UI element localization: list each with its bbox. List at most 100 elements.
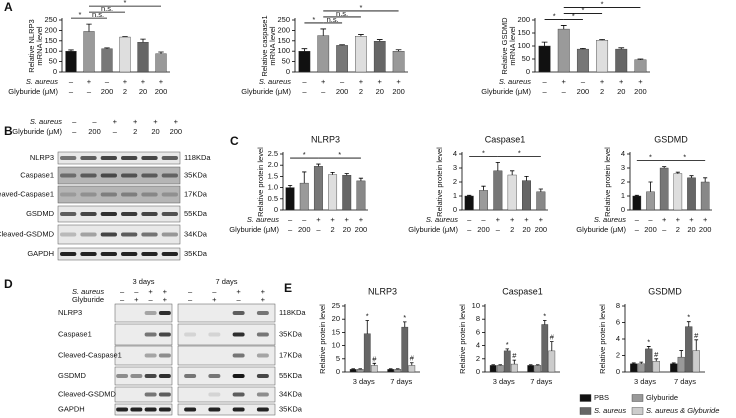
legend-label: S. aureus & Glyburide <box>646 406 719 415</box>
error-bar <box>467 194 472 196</box>
significance-label: * <box>518 148 521 157</box>
row-value: + <box>378 77 383 86</box>
row-value: 2 <box>330 225 334 234</box>
row-value: 200 <box>477 225 490 234</box>
bar <box>119 36 131 73</box>
y-axis-label: mRNA level <box>35 26 44 66</box>
row-value: 2 <box>359 87 363 96</box>
row-value: + <box>638 77 643 86</box>
row-value: 200 <box>336 87 349 96</box>
row-label: NLRP3 <box>58 308 82 317</box>
bar <box>137 42 149 73</box>
bar <box>356 180 366 211</box>
y-tick-label: 250 <box>44 15 57 24</box>
error-bar <box>686 321 691 327</box>
error-bar <box>510 170 515 175</box>
data-label: # <box>410 354 415 363</box>
bar <box>298 51 311 73</box>
row-value: 2 <box>676 225 680 234</box>
row-value: – <box>635 225 640 234</box>
row-label: S. aureus <box>259 77 291 86</box>
legend-swatch <box>579 407 592 415</box>
band <box>80 156 97 160</box>
y-tick-label: 150 <box>44 36 57 45</box>
bar <box>670 363 678 373</box>
band <box>121 212 138 216</box>
header-value: + <box>134 295 139 304</box>
x-tick-label: 3 days <box>634 377 656 386</box>
bar <box>630 363 638 373</box>
error-bar <box>703 177 708 182</box>
band <box>141 192 158 197</box>
row-value: – <box>302 215 307 224</box>
row-value: + <box>396 77 401 86</box>
significance-label: n.s. <box>92 10 104 19</box>
bar <box>673 173 683 211</box>
panel-letter: D <box>4 277 13 291</box>
row-value: – <box>340 77 345 86</box>
bar <box>645 348 653 373</box>
row-value: – <box>635 215 640 224</box>
row-value: 200 <box>644 225 657 234</box>
band <box>60 212 77 216</box>
bar <box>285 187 295 211</box>
bar <box>401 326 409 373</box>
bar <box>363 333 371 373</box>
error-bar <box>580 47 586 50</box>
legend-swatch <box>631 394 644 402</box>
bar <box>356 369 364 373</box>
row-label: Glyburide (μM) <box>229 225 279 234</box>
band <box>141 156 158 160</box>
y-axis-label: Relative NLRP3 <box>27 19 36 72</box>
header-value: + <box>148 287 153 296</box>
header-value: – <box>92 117 97 126</box>
y-tick-label: 3 <box>453 163 457 172</box>
row-value: – <box>562 87 567 96</box>
y-tick-label: 0 <box>476 367 480 376</box>
bar <box>392 51 405 73</box>
band <box>130 374 143 378</box>
band <box>232 407 245 412</box>
header-value: – <box>72 127 77 136</box>
band <box>116 374 129 378</box>
row-value: – <box>542 77 547 86</box>
error-bar <box>535 364 540 366</box>
band <box>141 232 158 237</box>
bar <box>496 365 504 373</box>
legend-label: Glyburide <box>646 393 678 402</box>
y-tick-label: 6 <box>476 327 480 336</box>
row-value: 200 <box>101 87 114 96</box>
band <box>60 252 77 256</box>
blot-strip <box>114 303 173 323</box>
band <box>256 332 269 337</box>
row-label: S. aureus <box>247 215 279 224</box>
band <box>158 311 171 315</box>
row-value: 2 <box>123 87 127 96</box>
row-label: S. aureus <box>499 77 531 86</box>
row-label: Glyburide (μM) <box>481 87 531 96</box>
row-label: Cleaved-Caspase1 <box>58 350 122 359</box>
data-label: # <box>372 354 377 363</box>
row-value: 2 <box>510 225 514 234</box>
band <box>256 353 269 358</box>
bar <box>687 177 696 211</box>
row-label: Cleaved-GSDMD <box>0 229 55 238</box>
row-value: + <box>676 215 681 224</box>
error-bar <box>646 346 651 349</box>
y-axis-label: Relative caspase1 <box>260 15 269 76</box>
chart-title: GSDMD <box>654 134 688 144</box>
error-bar <box>541 41 548 46</box>
chart-title: Caspase1 <box>502 286 543 296</box>
bar <box>313 166 323 211</box>
error-bar <box>631 362 636 364</box>
data-label: * <box>647 337 650 346</box>
blot-strip <box>57 185 181 204</box>
panel-letter: A <box>4 0 13 14</box>
chart-title: NLRP3 <box>368 286 397 296</box>
size-label: 118KDa <box>184 153 211 162</box>
bar <box>328 174 338 211</box>
row-value: – <box>288 215 293 224</box>
header-value: + <box>236 287 241 296</box>
header-value: – <box>134 287 139 296</box>
bar <box>387 369 395 373</box>
